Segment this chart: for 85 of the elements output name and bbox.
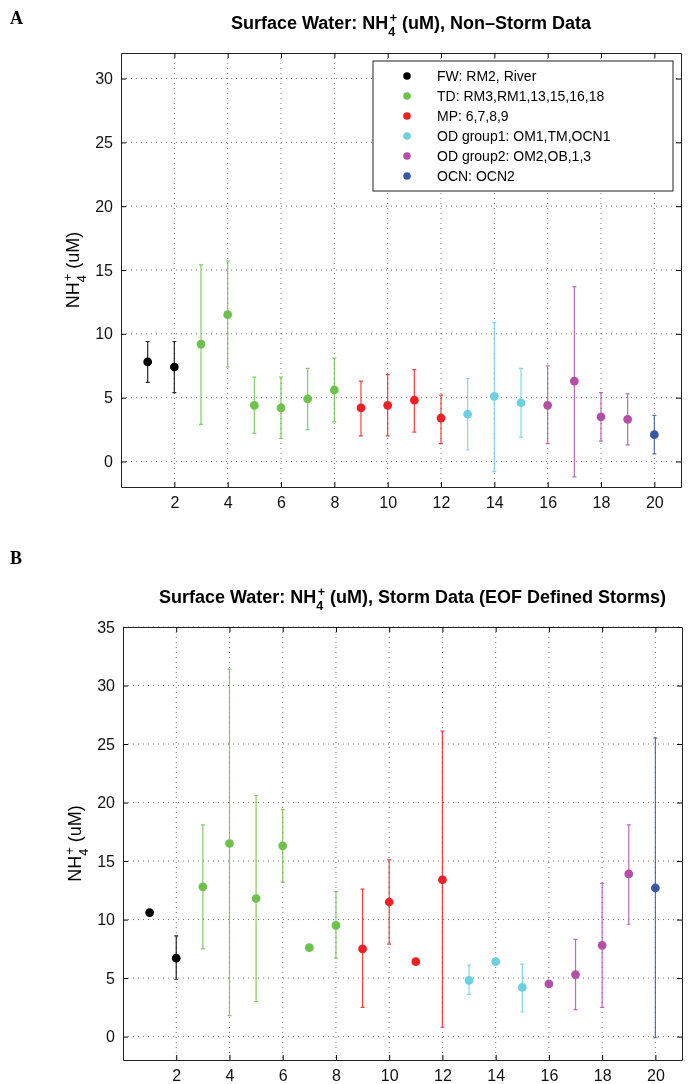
chart-title: Surface Water: NH$_{4}$$^{+}$ (uM), Storm Data (EOF Defined Storms)	[158, 585, 667, 613]
point	[198, 882, 208, 892]
point	[276, 403, 286, 413]
point	[436, 413, 446, 423]
point	[411, 957, 421, 967]
x-tick-label: 14	[487, 1067, 506, 1084]
point	[225, 839, 234, 848]
point	[171, 953, 181, 963]
point	[383, 400, 393, 410]
point	[544, 979, 554, 989]
point	[597, 940, 607, 950]
point	[596, 412, 606, 422]
point	[651, 883, 660, 893]
y-tick-label: 25	[97, 735, 116, 753]
x-tick-label: 14	[485, 494, 504, 512]
x-tick-label: 6	[278, 1067, 288, 1084]
y-tick-label: 20	[97, 794, 116, 812]
y-tick-label: 5	[104, 389, 114, 407]
text: A	[10, 8, 23, 28]
x-tick-label: 16	[539, 494, 558, 512]
x-tick-label: 6	[277, 494, 287, 512]
x-tick-label: 18	[593, 1067, 612, 1084]
point	[516, 398, 526, 408]
point	[649, 430, 659, 440]
point	[438, 875, 447, 885]
legend-label: OCN: OCN2	[437, 168, 515, 184]
point	[223, 310, 233, 320]
x-tick-label: 20	[646, 1067, 665, 1084]
point	[517, 983, 527, 992]
chart-title: Surface Water: NH$_{4}$$^{+}$ (uM), Non–Storm Data	[230, 11, 593, 39]
point	[571, 970, 580, 979]
y-tick-label: 20	[95, 197, 114, 215]
x-tick-label: 4	[223, 494, 233, 512]
x-tick-label: 8	[332, 1067, 341, 1084]
x-tick-label: 12	[432, 494, 451, 512]
point	[384, 897, 394, 907]
point	[278, 841, 288, 851]
y-tick-label: 0	[106, 1028, 116, 1046]
point	[358, 944, 367, 954]
x-tick-label: 18	[592, 494, 611, 512]
x-tick-label: 16	[540, 1067, 559, 1084]
x-tick-label: 12	[434, 1067, 452, 1084]
legend-label: OD group2: OM2,OB,1,3	[437, 148, 592, 164]
point	[489, 392, 499, 401]
y-tick-label: 5	[106, 969, 116, 987]
legend-label: TD: RM3,RM1,13,15,16,18	[437, 88, 605, 104]
y-tick-label: 10	[97, 911, 116, 929]
x-tick-label: 10	[379, 494, 398, 512]
point	[409, 395, 419, 405]
point	[304, 943, 314, 953]
y-tick-label: 15	[97, 852, 116, 870]
x-tick-label: 10	[380, 1067, 399, 1084]
legend-label: FW: RM2, River	[437, 68, 537, 84]
point	[463, 409, 473, 419]
point	[249, 400, 259, 410]
point	[624, 869, 634, 879]
point	[331, 921, 341, 930]
point	[543, 400, 553, 410]
y-tick-label: 15	[95, 261, 114, 279]
text: B	[10, 548, 23, 568]
point	[356, 403, 366, 413]
point	[329, 385, 339, 395]
y-tick-label: 0	[104, 453, 114, 471]
y-tick-label: 30	[97, 677, 116, 695]
legend-label: OD group1: OM1,TM,OCN1	[437, 128, 611, 144]
point	[569, 376, 579, 386]
x-tick-label: 2	[172, 1067, 182, 1084]
y-tick-label: 35	[97, 618, 116, 636]
point	[251, 894, 261, 903]
y-tick-label: 30	[95, 70, 114, 88]
x-tick-label: 20	[645, 494, 664, 512]
point	[196, 339, 206, 349]
point	[623, 414, 633, 424]
point	[145, 908, 154, 917]
y-tick-label: 10	[95, 325, 114, 343]
x-tick-label: 2	[170, 494, 180, 512]
x-tick-label: 8	[330, 494, 340, 512]
legend-label: MP: 6,7,8,9	[437, 108, 509, 124]
point	[143, 357, 153, 367]
point	[303, 394, 313, 404]
point	[491, 957, 501, 967]
point	[169, 362, 179, 372]
x-tick-label: 4	[225, 1067, 235, 1084]
point	[464, 976, 474, 985]
y-tick-label: 25	[95, 133, 114, 151]
